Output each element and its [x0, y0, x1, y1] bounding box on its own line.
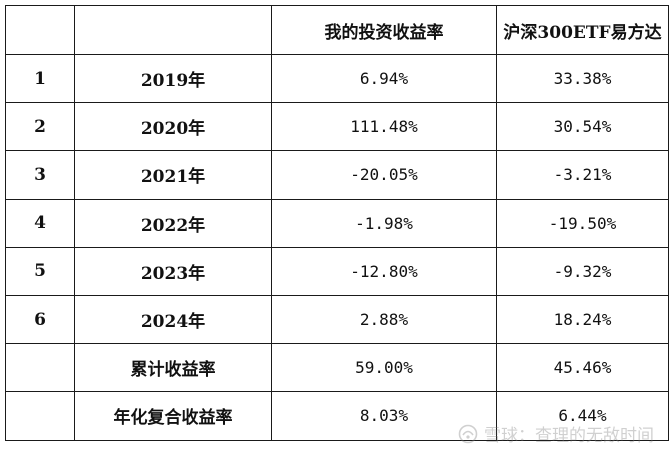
summary-index-empty	[5, 391, 75, 441]
row-year: 2023年	[74, 246, 272, 296]
summary-etf-return: 45.46%	[496, 343, 669, 393]
row-my-return: 111.48%	[271, 102, 497, 152]
summary-label: 年化复合收益率	[74, 391, 272, 441]
table-row: 1 2019年 6.94% 33.38%	[5, 53, 669, 104]
row-year: 2024年	[74, 294, 272, 345]
row-index: 3	[5, 150, 75, 200]
row-my-return: -12.80%	[271, 246, 497, 296]
summary-row-annualized: 年化复合收益率 8.03% 6.44%	[5, 391, 669, 441]
returns-comparison-table: 我的投资收益率 沪深300ETF易方达 1 2019年 6.94% 33.38%…	[5, 5, 669, 441]
row-index: 6	[5, 294, 75, 345]
row-year: 2022年	[74, 198, 272, 248]
row-year: 2019年	[74, 53, 272, 104]
row-etf-return: -3.21%	[496, 150, 669, 200]
row-etf-return: -9.32%	[496, 246, 669, 296]
row-index: 2	[5, 102, 75, 152]
table-row: 2 2020年 111.48% 30.54%	[5, 102, 669, 152]
summary-index-empty	[5, 343, 75, 393]
row-my-return: 6.94%	[271, 53, 497, 104]
table-row: 4 2022年 -1.98% -19.50%	[5, 198, 669, 248]
summary-my-return: 8.03%	[271, 391, 497, 441]
summary-label: 累计收益率	[74, 343, 272, 393]
row-index: 4	[5, 198, 75, 248]
header-etf-return: 沪深300ETF易方达	[496, 5, 669, 55]
row-index: 1	[5, 53, 75, 104]
row-etf-return: -19.50%	[496, 198, 669, 248]
row-my-return: -1.98%	[271, 198, 497, 248]
summary-my-return: 59.00%	[271, 343, 497, 393]
table-row: 6 2024年 2.88% 18.24%	[5, 294, 669, 345]
row-index: 5	[5, 246, 75, 296]
row-my-return: -20.05%	[271, 150, 497, 200]
summary-etf-return: 6.44%	[496, 391, 669, 441]
header-index	[5, 5, 75, 55]
table-header-row: 我的投资收益率 沪深300ETF易方达	[5, 5, 669, 55]
header-year	[74, 5, 272, 55]
table-row: 5 2023年 -12.80% -9.32%	[5, 246, 669, 296]
row-etf-return: 18.24%	[496, 294, 669, 345]
row-year: 2021年	[74, 150, 272, 200]
table-row: 3 2021年 -20.05% -3.21%	[5, 150, 669, 200]
summary-row-cumulative: 累计收益率 59.00% 45.46%	[5, 343, 669, 393]
row-etf-return: 30.54%	[496, 102, 669, 152]
returns-table-container: 我的投资收益率 沪深300ETF易方达 1 2019年 6.94% 33.38%…	[5, 5, 669, 441]
row-my-return: 2.88%	[271, 294, 497, 345]
row-etf-return: 33.38%	[496, 53, 669, 104]
header-my-return: 我的投资收益率	[271, 5, 497, 55]
row-year: 2020年	[74, 102, 272, 152]
